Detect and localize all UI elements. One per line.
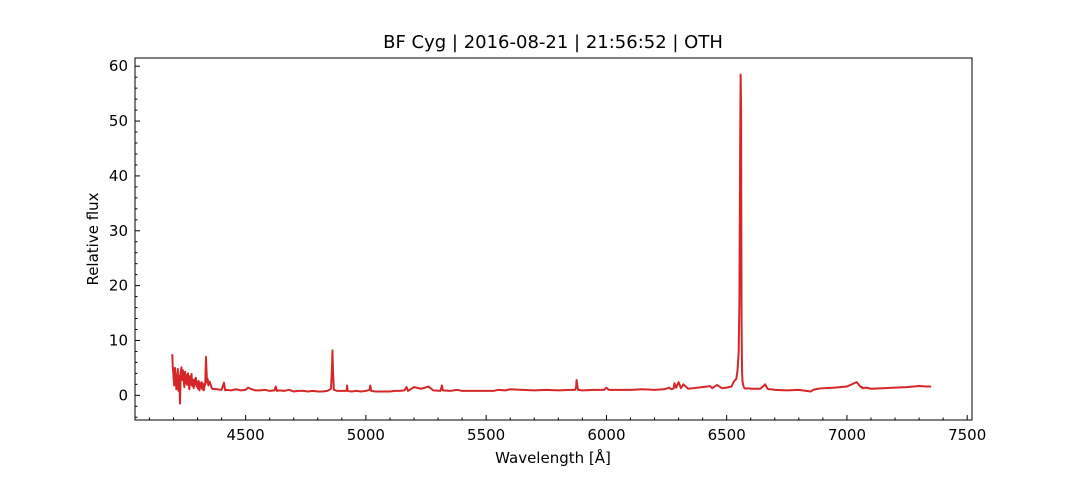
x-tick-label: 5000 xyxy=(347,426,385,444)
x-axis: 4500 5000 5500 6000 6500 7000 7500 xyxy=(148,415,986,444)
y-tick-label: 10 xyxy=(109,331,128,349)
y-axis-label: Relative flux xyxy=(84,192,102,285)
plot-frame xyxy=(134,57,973,421)
x-tick-label: 5500 xyxy=(467,426,505,444)
y-axis: 0 10 20 30 40 50 60 xyxy=(109,57,140,418)
spectrum-line-0 xyxy=(171,73,932,405)
y-tick-label: 0 xyxy=(118,386,128,404)
y-tick-label: 40 xyxy=(109,167,128,185)
plot-area xyxy=(171,73,932,405)
x-axis-label: Wavelength [Å] xyxy=(495,448,611,467)
y-tick-label: 60 xyxy=(109,57,128,75)
x-tick-label: 6000 xyxy=(587,426,625,444)
x-tick-label: 7000 xyxy=(828,426,866,444)
y-tick-label: 50 xyxy=(109,112,128,130)
y-tick-label: 20 xyxy=(109,277,128,295)
x-tick-label: 7500 xyxy=(948,426,986,444)
x-tick-label: 4500 xyxy=(227,426,265,444)
x-tick-label: 6500 xyxy=(708,426,746,444)
y-tick-label: 30 xyxy=(109,222,128,240)
chart-title: BF Cyg | 2016-08-21 | 21:56:52 | OTH xyxy=(383,32,723,53)
